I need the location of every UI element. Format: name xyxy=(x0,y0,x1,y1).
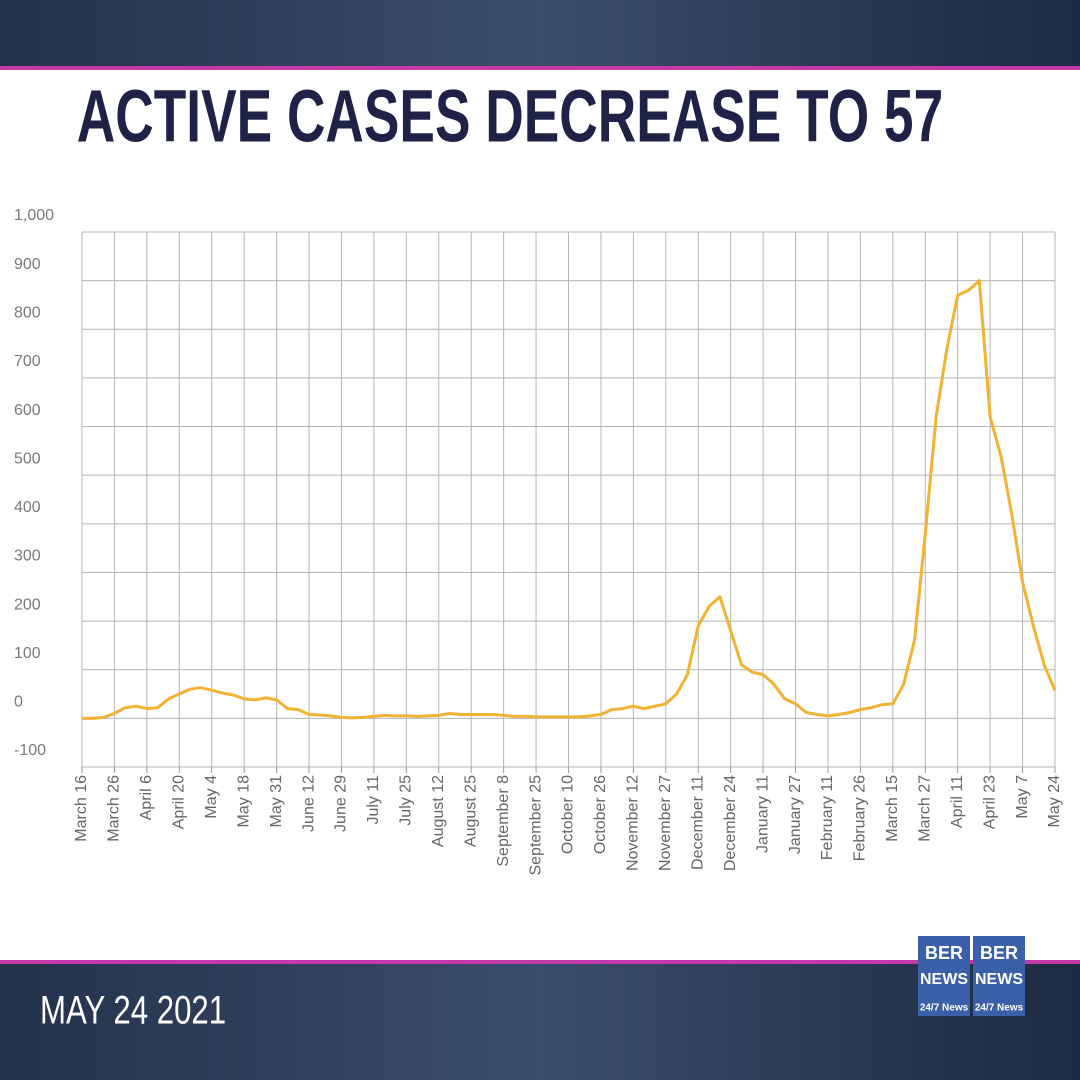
header-rule xyxy=(0,66,1080,70)
x-tick-label: August 12 xyxy=(430,775,447,847)
x-tick-label: May 24 xyxy=(1046,775,1063,828)
x-tick-label: January 27 xyxy=(787,775,804,854)
y-tick-label: 0 xyxy=(14,694,23,711)
plot: -100 0 100 200 300 400 500 600 700 800 900 1,000 Mar… xyxy=(14,207,1063,875)
logo-box xyxy=(973,936,1025,1016)
series-line xyxy=(82,279,1057,720)
x-tick-label: April 11 xyxy=(949,775,966,828)
x-tick-label: April 23 xyxy=(981,775,998,829)
header-band xyxy=(0,0,1080,68)
x-tick-label: May 7 xyxy=(1014,775,1031,819)
logo-text: BER xyxy=(925,943,963,963)
footer-rule xyxy=(0,960,1080,964)
x-tick-label: December 11 xyxy=(689,775,706,870)
x-tick-label: September 25 xyxy=(527,775,544,876)
x-tick-label: September 8 xyxy=(495,775,512,867)
footer-band xyxy=(0,962,1080,1080)
y-tick-label: 700 xyxy=(14,353,41,370)
chart-title: ACTIVE CASES DECREASE TO 57 xyxy=(77,75,943,158)
x-tick-label: May 18 xyxy=(235,775,252,828)
logo-text: 24/7 News xyxy=(920,1003,969,1014)
y-tick-label: 400 xyxy=(14,499,41,516)
x-tick-label: December 24 xyxy=(722,775,739,871)
y-tick-label: 200 xyxy=(14,596,41,613)
y-tick-label: 800 xyxy=(14,304,41,321)
x-tick-label: July 11 xyxy=(365,775,382,825)
y-tick-label: 1,000 xyxy=(14,207,54,224)
x-tick-label: February 26 xyxy=(852,775,869,861)
y-tick-label: 500 xyxy=(14,450,41,467)
x-tick-label: May 4 xyxy=(203,775,220,819)
x-tick-label: April 6 xyxy=(138,775,155,820)
date-label: MAY 24 2021 xyxy=(40,988,226,1033)
x-tick-label: March 26 xyxy=(106,775,123,842)
x-tick-label: March 15 xyxy=(884,775,901,842)
x-tick-label: June 12 xyxy=(300,775,317,832)
x-tick-label: August 25 xyxy=(462,775,479,847)
logo-text: NEWS xyxy=(975,971,1023,988)
logo-text: 24/7 News xyxy=(975,1003,1024,1014)
y-tick-label: -100 xyxy=(14,742,46,759)
x-tick-label: October 26 xyxy=(592,775,609,854)
x-tick-label: October 10 xyxy=(560,775,577,854)
y-tick-label: 300 xyxy=(14,548,41,565)
logo: BER BER NEWS NEWS 24/7 News 24/7 News xyxy=(918,936,1025,1016)
y-tick-label: 100 xyxy=(14,645,41,662)
y-tick-label: 900 xyxy=(14,256,41,273)
x-tick-label: January 11 xyxy=(754,775,771,853)
x-tick-label: November 12 xyxy=(625,775,642,871)
x-tick-label: May 31 xyxy=(268,775,285,828)
x-tick-label: November 27 xyxy=(657,775,674,871)
x-tick-label: April 20 xyxy=(171,775,188,829)
x-tick-label: February 11 xyxy=(819,775,836,860)
y-tick-label: 600 xyxy=(14,402,41,419)
x-tick-label: June 29 xyxy=(333,775,350,832)
logo-text: NEWS xyxy=(920,971,968,988)
x-tick-label: July 25 xyxy=(398,775,415,826)
x-tick-label: March 27 xyxy=(916,775,933,842)
x-tick-label: March 16 xyxy=(73,775,90,842)
logo-box xyxy=(918,936,970,1016)
logo-text: BER xyxy=(980,943,1018,963)
